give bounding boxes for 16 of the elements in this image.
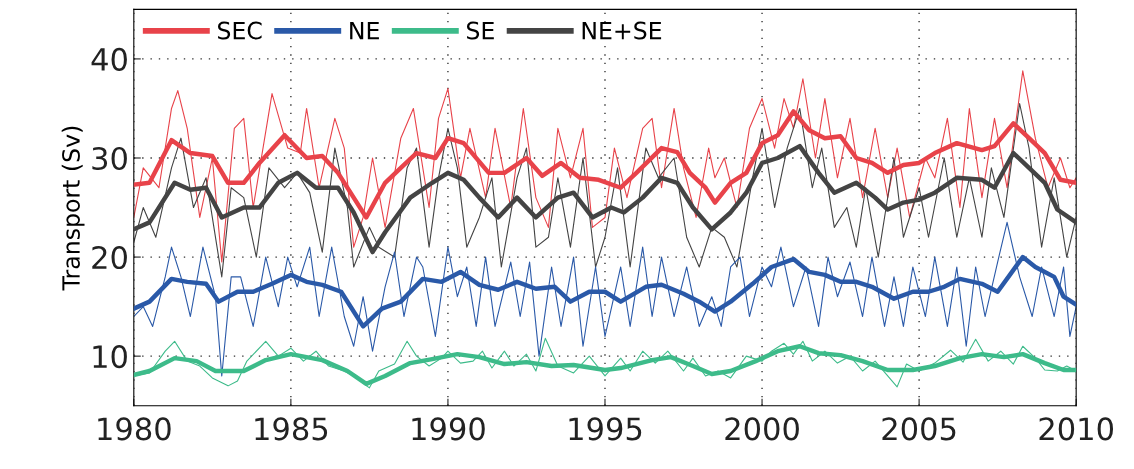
x-tick-label: 2010 (1039, 417, 1114, 441)
legend-label: SE (466, 21, 494, 40)
y-tick-label: 10 (93, 345, 127, 369)
y-tick-label: 40 (91, 47, 127, 71)
legend-label: NE (350, 21, 379, 40)
x-tick-label: 1985 (255, 417, 328, 441)
x-tick-label: 2000 (725, 417, 799, 441)
x-tick-label: 2005 (882, 417, 956, 441)
y-tick-label: 30 (92, 146, 127, 171)
x-tick-label: 1980 (98, 417, 171, 441)
legend-label: NE+SE (582, 21, 662, 40)
x-tick-label: 1990 (412, 417, 485, 441)
y-axis-title: Transport (Sv) (61, 126, 85, 291)
x-tick-label: 1995 (569, 417, 642, 441)
legend-label: SEC (218, 21, 262, 40)
y-tick-label: 20 (92, 246, 127, 270)
